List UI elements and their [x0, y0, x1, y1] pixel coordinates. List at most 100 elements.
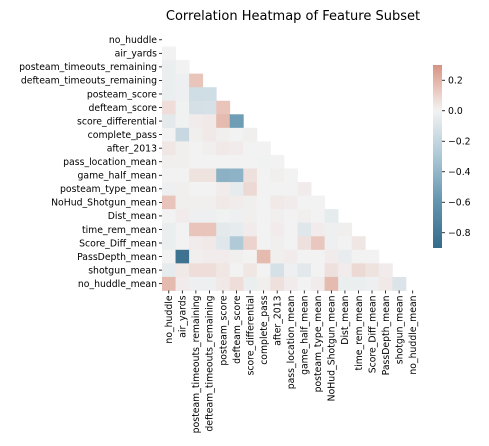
heatmap-cell-7-2 [189, 127, 204, 142]
heatmap-cell-9-7 [256, 154, 271, 169]
x-tick-label-3: defteam_timeouts_remaining [205, 295, 216, 431]
heatmap-cell-16-7 [256, 249, 271, 264]
heatmap-cell-17-15 [365, 263, 380, 278]
heatmap-cell-5-1 [175, 100, 190, 115]
heatmap-cell-18-2 [189, 276, 204, 291]
heatmap-cell-1-0 [162, 46, 176, 61]
heatmap-cell-4-2 [189, 87, 204, 102]
heatmap-cell-13-2 [189, 209, 204, 224]
heatmap-cell-11-0 [162, 182, 176, 196]
heatmap-cell-15-2 [189, 236, 204, 251]
heatmap-cell-4-3 [202, 87, 217, 102]
heatmap-cell-12-2 [189, 195, 204, 210]
heatmap-cell-17-14 [351, 263, 366, 278]
y-tick-label-5: defteam_score [89, 103, 158, 114]
heatmap-cell-16-12 [324, 249, 339, 264]
heatmap-cell-11-4 [216, 182, 231, 196]
heatmap-cell-13-10 [297, 209, 312, 224]
heatmap-cell-14-6 [243, 222, 258, 237]
heatmap-cell-18-12 [324, 276, 339, 291]
y-tick-label-3: defteam_timeouts_remaining [21, 76, 157, 87]
heatmap-cell-12-4 [216, 195, 231, 210]
heatmap-cell-4-0 [162, 87, 176, 102]
heatmap-cell-10-4 [216, 168, 231, 183]
heatmap-cell-17-6 [243, 263, 258, 278]
heatmap-cell-12-10 [297, 195, 312, 210]
y-tick-label-11: posteam_type_mean [60, 184, 157, 195]
x-tick-label-1: air_yards [178, 295, 189, 338]
heatmap-cell-8-7 [256, 141, 271, 156]
x-tick-label-7: complete_pass [259, 295, 270, 365]
heatmap-cell-17-13 [338, 263, 353, 278]
heatmap-cell-5-3 [202, 100, 217, 115]
heatmap-cell-12-8 [270, 195, 285, 210]
heatmap-cell-15-1 [175, 236, 190, 251]
heatmap-cell-11-1 [175, 182, 190, 196]
heatmap-cell-14-7 [256, 222, 271, 237]
heatmap-cell-18-4 [216, 276, 231, 291]
heatmap-cell-14-11 [311, 222, 325, 237]
heatmap-cell-13-11 [311, 209, 325, 224]
heatmap-cell-15-10 [297, 236, 312, 251]
x-tick-label-9: pass_location_mean [286, 295, 297, 389]
heatmap-cell-7-5 [229, 127, 244, 142]
heatmap-cell-9-8 [270, 154, 285, 169]
heatmap-cell-6-4 [216, 114, 231, 129]
heatmap-cell-16-9 [283, 249, 298, 264]
heatmap-cell-16-13 [338, 249, 353, 264]
heatmap-cell-15-5 [229, 236, 244, 251]
heatmap-cell-11-3 [202, 182, 217, 196]
heatmap-cell-2-0 [162, 60, 176, 75]
heatmap-cell-18-13 [338, 276, 353, 291]
heatmap-cell-15-9 [283, 236, 298, 251]
heatmap-cell-14-0 [162, 222, 176, 237]
colorbar-tick-label-3: −0.4 [448, 167, 471, 178]
heatmap-cell-14-10 [297, 222, 312, 237]
x-tick-label-4: posteam_score [218, 295, 229, 365]
heatmap-cell-14-13 [338, 222, 353, 237]
heatmap-cell-12-5 [229, 195, 244, 210]
heatmap-cell-15-13 [338, 236, 353, 251]
heatmap-cell-11-7 [256, 182, 271, 196]
heatmap-cell-17-7 [256, 263, 271, 278]
heatmap-cell-18-15 [365, 276, 380, 291]
colorbar-gradient [433, 65, 442, 248]
heatmap-cell-17-10 [297, 263, 312, 278]
x-tick-label-15: Score_Diff_mean [367, 295, 378, 373]
colorbar-tick-label-2: −0.2 [448, 137, 471, 148]
heatmap-cell-7-0 [162, 127, 176, 142]
y-tick-label-8: after_2013 [107, 143, 157, 154]
heatmap-cell-9-0 [162, 154, 176, 169]
heatmap-cell-8-5 [229, 141, 244, 156]
heatmap-cell-16-6 [243, 249, 258, 264]
y-tick-labels: no_huddle air_yards posteam_timeouts_remai… [19, 35, 162, 290]
y-tick-label-9: pass_location_mean [63, 157, 157, 168]
heatmap-cell-14-8 [270, 222, 285, 237]
heatmap-cell-16-3 [202, 249, 217, 264]
y-tick-label-18: no_huddle_mean [78, 279, 157, 290]
heatmap-cell-14-12 [324, 222, 339, 237]
x-tick-labels: no_huddle air_yards posteam_timeouts_remai… [164, 290, 419, 433]
heatmap-cell-16-15 [365, 249, 380, 264]
heatmap-cell-16-4 [216, 249, 231, 264]
heatmap-cell-13-1 [175, 209, 190, 224]
heatmap-cell-10-6 [243, 168, 258, 183]
heatmap-cell-17-9 [283, 263, 298, 278]
heatmap-cell-8-2 [189, 141, 204, 156]
heatmap-cell-16-10 [297, 249, 312, 264]
heatmap-cell-11-2 [189, 182, 204, 196]
heatmap-cell-7-6 [243, 127, 258, 142]
heatmap-cell-16-11 [311, 249, 325, 264]
heatmap-cell-16-14 [351, 249, 366, 264]
heatmap-cell-11-10 [297, 182, 312, 196]
heatmap-cell-13-9 [283, 209, 298, 224]
x-tick-label-12: NoHud_Shotgun_mean [327, 295, 338, 401]
colorbar-tick-label-1: 0.0 [448, 106, 463, 117]
heatmap-cell-17-3 [202, 263, 217, 278]
x-tick-label-17: shotgun_mean [394, 295, 405, 364]
y-tick-label-6: score_differential [77, 116, 157, 127]
y-tick-label-7: complete_pass [88, 130, 158, 141]
colorbar-tick-label-0: 0.2 [448, 76, 463, 87]
heatmap-cell-17-11 [311, 263, 325, 278]
